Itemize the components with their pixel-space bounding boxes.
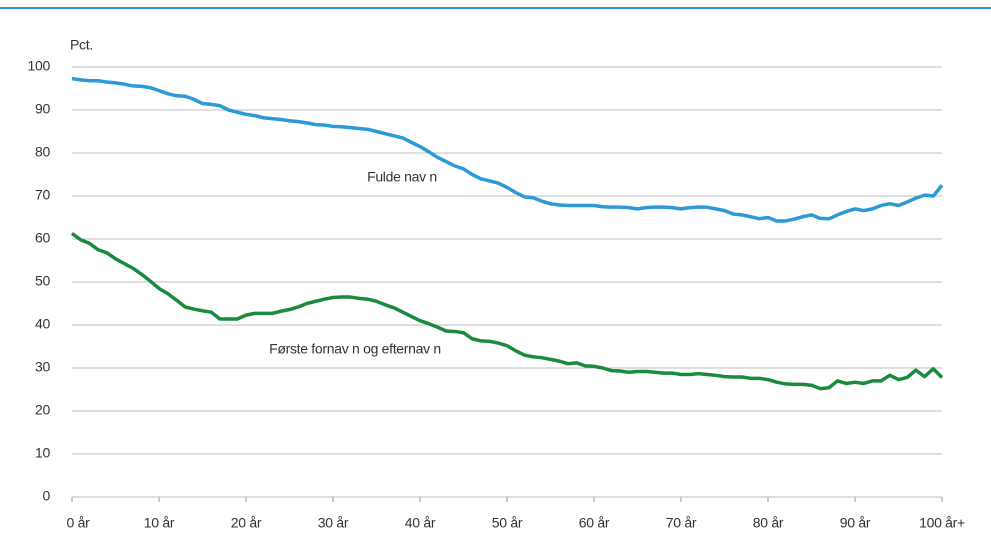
x-tick-label: 50 år — [492, 515, 523, 531]
x-tick-label: 60 år — [579, 515, 610, 531]
y-tick-label: 40 — [35, 316, 50, 332]
y-tick-label: 60 — [35, 230, 50, 246]
x-tick-label: 30 år — [318, 515, 349, 531]
x-tick-label: 10 år — [144, 515, 175, 531]
line-annotation: Fulde nav n — [367, 169, 437, 185]
y-tick-label: 80 — [35, 144, 50, 160]
y-tick-label: 100 — [28, 58, 51, 74]
x-tick-label: 70 år — [666, 515, 697, 531]
y-tick-label: 20 — [35, 402, 50, 418]
line-annotation: Første fornav n og efternav n — [269, 341, 441, 357]
y-tick-label: 70 — [35, 187, 50, 203]
y-tick-label: 0 — [43, 488, 51, 504]
x-tick-label: 100 år+ — [919, 515, 965, 531]
series-line — [70, 232, 944, 391]
series-line — [71, 76, 944, 223]
x-tick-label: 80 år — [753, 515, 784, 531]
y-tick-label: 50 — [35, 273, 50, 289]
y-axis-label: Pct. — [70, 37, 93, 53]
x-tick-label: 40 år — [405, 515, 436, 531]
x-tick-label: 20 år — [231, 515, 262, 531]
y-tick-label: 90 — [35, 101, 50, 117]
y-tick-label: 30 — [35, 359, 50, 375]
x-tick-label: 90 år — [840, 515, 871, 531]
x-tick-label: 0 år — [67, 515, 91, 531]
y-tick-label: 10 — [35, 445, 50, 461]
